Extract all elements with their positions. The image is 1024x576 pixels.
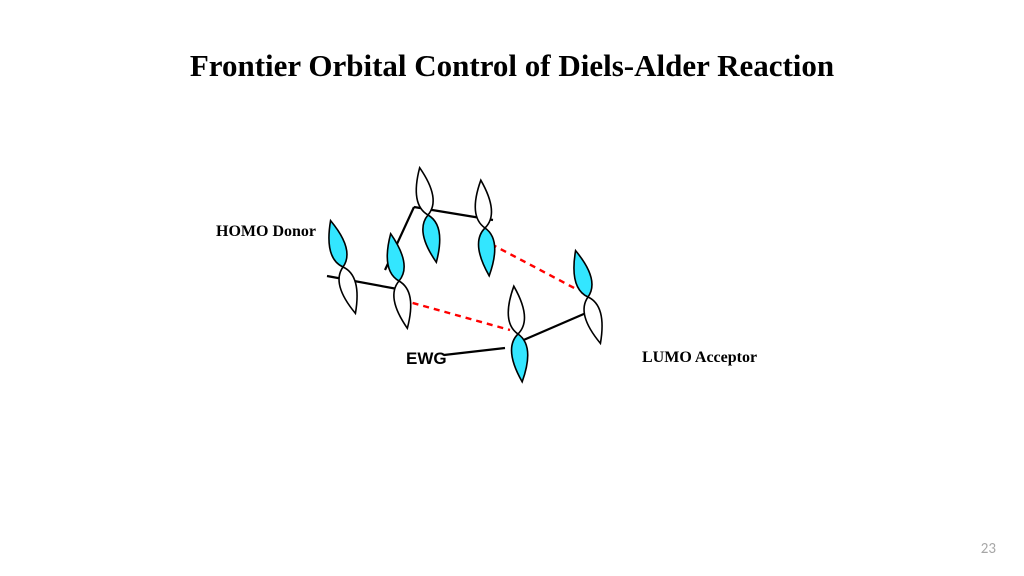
- orbital-lobe-bottom: [335, 265, 363, 316]
- p-orbital: [568, 249, 608, 346]
- ewg-label: EWG: [406, 349, 447, 369]
- p-orbital: [412, 166, 444, 263]
- page-number: 23: [981, 540, 996, 558]
- orbital-lobe-bottom: [510, 333, 530, 382]
- lumo-acceptor-label: LUMO Acceptor: [642, 349, 757, 367]
- orbital-lobe-bottom: [391, 280, 415, 330]
- orbital-lobe-top: [568, 249, 596, 300]
- p-orbital: [473, 179, 497, 276]
- homo-donor-label: HOMO Donor: [216, 223, 316, 241]
- orbital-lobe-top: [383, 232, 407, 282]
- p-orbital: [383, 232, 415, 329]
- orbital-lobe-bottom: [580, 295, 608, 346]
- forming-bond: [491, 244, 578, 290]
- orbital-lobe-bottom: [420, 214, 444, 264]
- sigma-bond: [444, 348, 505, 355]
- orbital-lobe-top: [506, 285, 526, 334]
- orbital-diagram: [0, 0, 1024, 576]
- orbital-lobe-top: [323, 219, 351, 270]
- orbital-lobe-top: [473, 179, 493, 228]
- orbital-lobe-bottom: [477, 227, 497, 276]
- orbital-lobe-top: [412, 166, 436, 216]
- forming-bond: [402, 300, 510, 330]
- p-orbital: [506, 285, 530, 382]
- p-orbital: [323, 219, 363, 316]
